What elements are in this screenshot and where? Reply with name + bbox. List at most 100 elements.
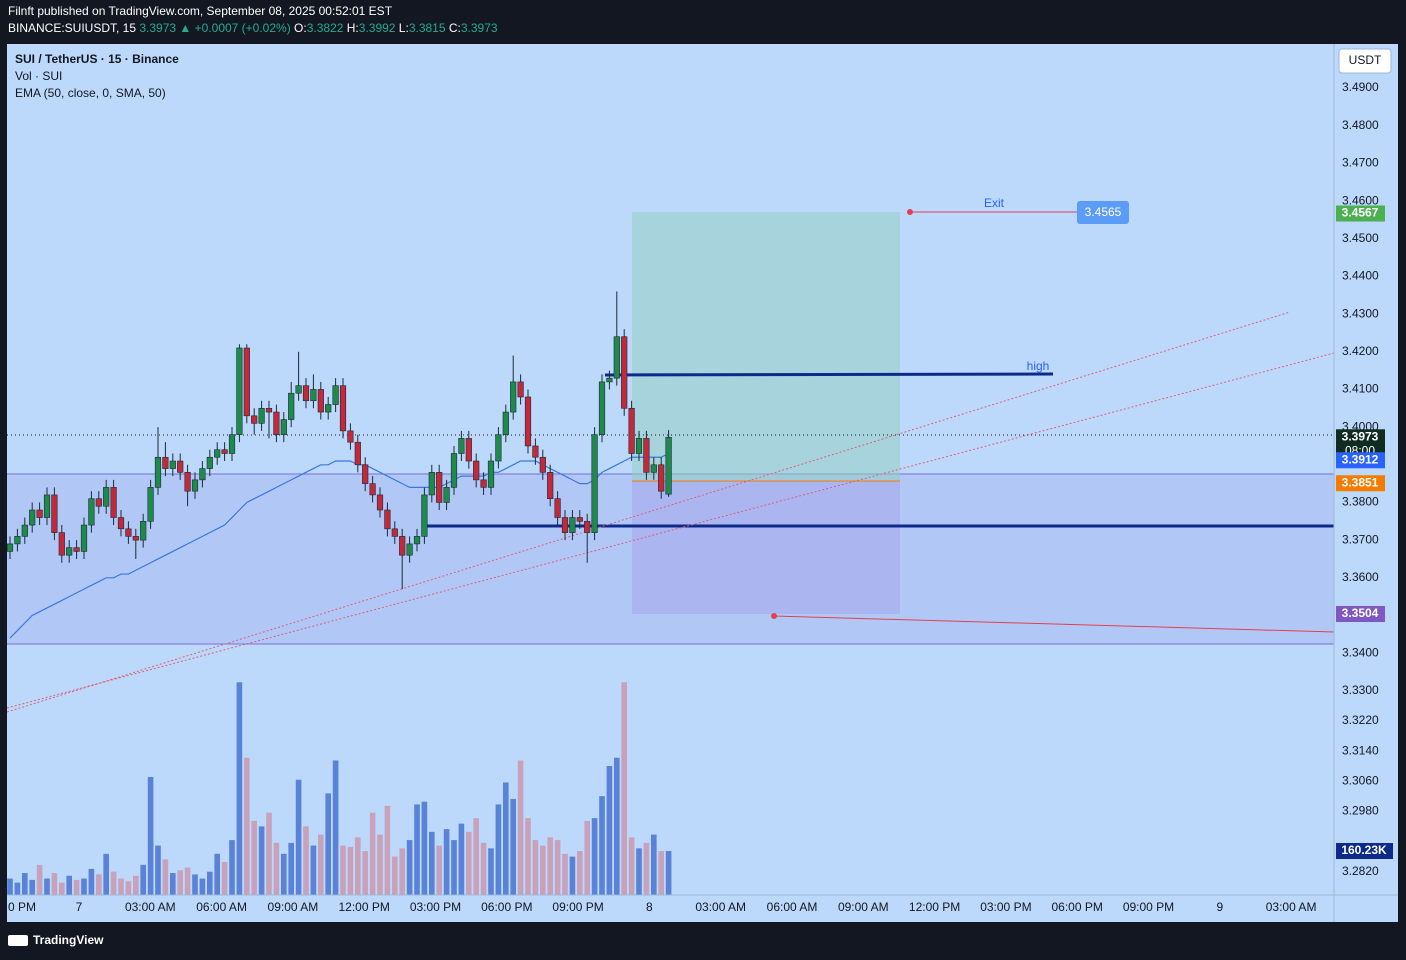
volume-bar — [14, 882, 21, 895]
candle-body — [450, 453, 458, 488]
candle-body — [384, 509, 391, 530]
volume-bar — [258, 826, 265, 895]
candle-body — [199, 468, 206, 481]
volume-bar — [125, 881, 132, 895]
candle-body — [643, 438, 650, 473]
exit-price: 3.4565 — [1085, 205, 1122, 219]
candle-body — [154, 456, 162, 488]
candle-body — [487, 460, 495, 488]
quote-part: 3.3973 — [461, 21, 498, 35]
y-tick-label: 3.2980 — [1342, 804, 1379, 818]
candle-body — [317, 389, 324, 413]
y-tick-label: 3.3400 — [1342, 645, 1379, 659]
volume-bar — [110, 871, 117, 895]
candle-body — [495, 434, 502, 462]
candle-body — [399, 536, 406, 556]
candle-body — [29, 509, 36, 526]
candle-body — [265, 407, 273, 413]
volume-bar — [184, 867, 191, 895]
candle-body — [132, 536, 139, 541]
candle-body — [177, 460, 184, 473]
volume-bar — [281, 853, 287, 895]
x-tick-label: 0 PM — [8, 900, 36, 914]
stop-zone — [632, 481, 900, 614]
candle-body — [110, 487, 117, 518]
candle-body — [428, 472, 435, 496]
candle-body — [347, 430, 354, 443]
volume-bar — [651, 834, 657, 895]
volume-bar — [155, 845, 161, 895]
volume-bar — [81, 878, 87, 895]
volume-bar — [443, 829, 450, 895]
candle-body — [339, 385, 347, 432]
volume-bar — [221, 862, 228, 895]
candle-body — [665, 436, 672, 495]
trend-line — [6, 352, 1335, 709]
candle-body — [539, 456, 546, 473]
candle-body — [658, 464, 665, 492]
candle-body — [243, 347, 250, 417]
quote-line: BINANCE:SUIUSDT, 15 3.3973 ▲ +0.0007 (+0… — [8, 21, 498, 35]
y-tick-label: 3.4300 — [1342, 306, 1379, 320]
volume-bar — [562, 853, 568, 895]
x-tick-label: 03:00 PM — [980, 900, 1031, 914]
volume-bar — [532, 840, 539, 895]
candle-body — [621, 336, 628, 409]
price-label: 3.3851 — [1342, 475, 1379, 489]
y-tick-label: 3.3700 — [1342, 532, 1379, 546]
x-tick-label: 09:00 PM — [1123, 900, 1174, 914]
x-tick-label: 9 — [1216, 900, 1223, 914]
candle-body — [517, 381, 524, 398]
candle-body — [184, 472, 191, 492]
x-tick-label: 06:00 AM — [767, 900, 818, 914]
currency-box[interactable] — [1338, 48, 1392, 74]
volume-bar — [303, 826, 309, 895]
volume-bar — [362, 851, 368, 895]
candle-body — [391, 528, 398, 537]
volume-bar — [643, 842, 650, 895]
high-label: high — [1027, 359, 1050, 373]
y-tick-label: 3.4500 — [1342, 231, 1379, 245]
volume-bar — [384, 805, 391, 895]
x-tick-label: 03:00 PM — [410, 900, 461, 914]
y-tick-label: 3.4600 — [1342, 193, 1379, 207]
volume-bar — [554, 840, 561, 895]
volume-bar — [88, 868, 95, 895]
candle-body — [443, 487, 450, 503]
candle-body — [80, 524, 88, 552]
volume-bar — [288, 842, 294, 895]
volume-bar — [318, 834, 324, 895]
candle-body — [547, 472, 554, 499]
candle-body — [58, 532, 65, 556]
candle-body — [169, 460, 176, 469]
candle-body — [191, 479, 199, 492]
volume-bar — [436, 845, 442, 895]
y-tick-label: 3.3060 — [1342, 773, 1379, 787]
candle-body — [606, 377, 613, 383]
candle-body — [413, 536, 421, 545]
candle-body — [554, 498, 561, 518]
x-tick-label: 03:00 AM — [695, 900, 746, 914]
volume-bar — [207, 871, 213, 895]
volume-bar — [96, 874, 102, 895]
candle-body — [43, 494, 51, 518]
candle-body — [221, 449, 228, 454]
volume-bar — [414, 804, 420, 895]
logo-text: TradingView — [33, 933, 104, 947]
x-tick-label: 09:00 AM — [838, 900, 889, 914]
volume-bar — [118, 878, 124, 895]
currency[interactable]: USDT — [1349, 53, 1382, 67]
price-label: 3.3912 — [1342, 452, 1379, 466]
volume-bar — [584, 820, 590, 895]
y-tick-label: 3.3800 — [1342, 495, 1379, 509]
x-tick-label: 12:00 PM — [339, 900, 390, 914]
volume-bar — [466, 831, 472, 895]
candle-body — [162, 456, 169, 469]
candle-body — [214, 449, 221, 458]
candle-body — [117, 517, 125, 530]
volume-bar — [429, 831, 435, 895]
candle-body — [532, 445, 539, 458]
volume-bar — [591, 818, 598, 895]
candle-body — [650, 464, 657, 473]
